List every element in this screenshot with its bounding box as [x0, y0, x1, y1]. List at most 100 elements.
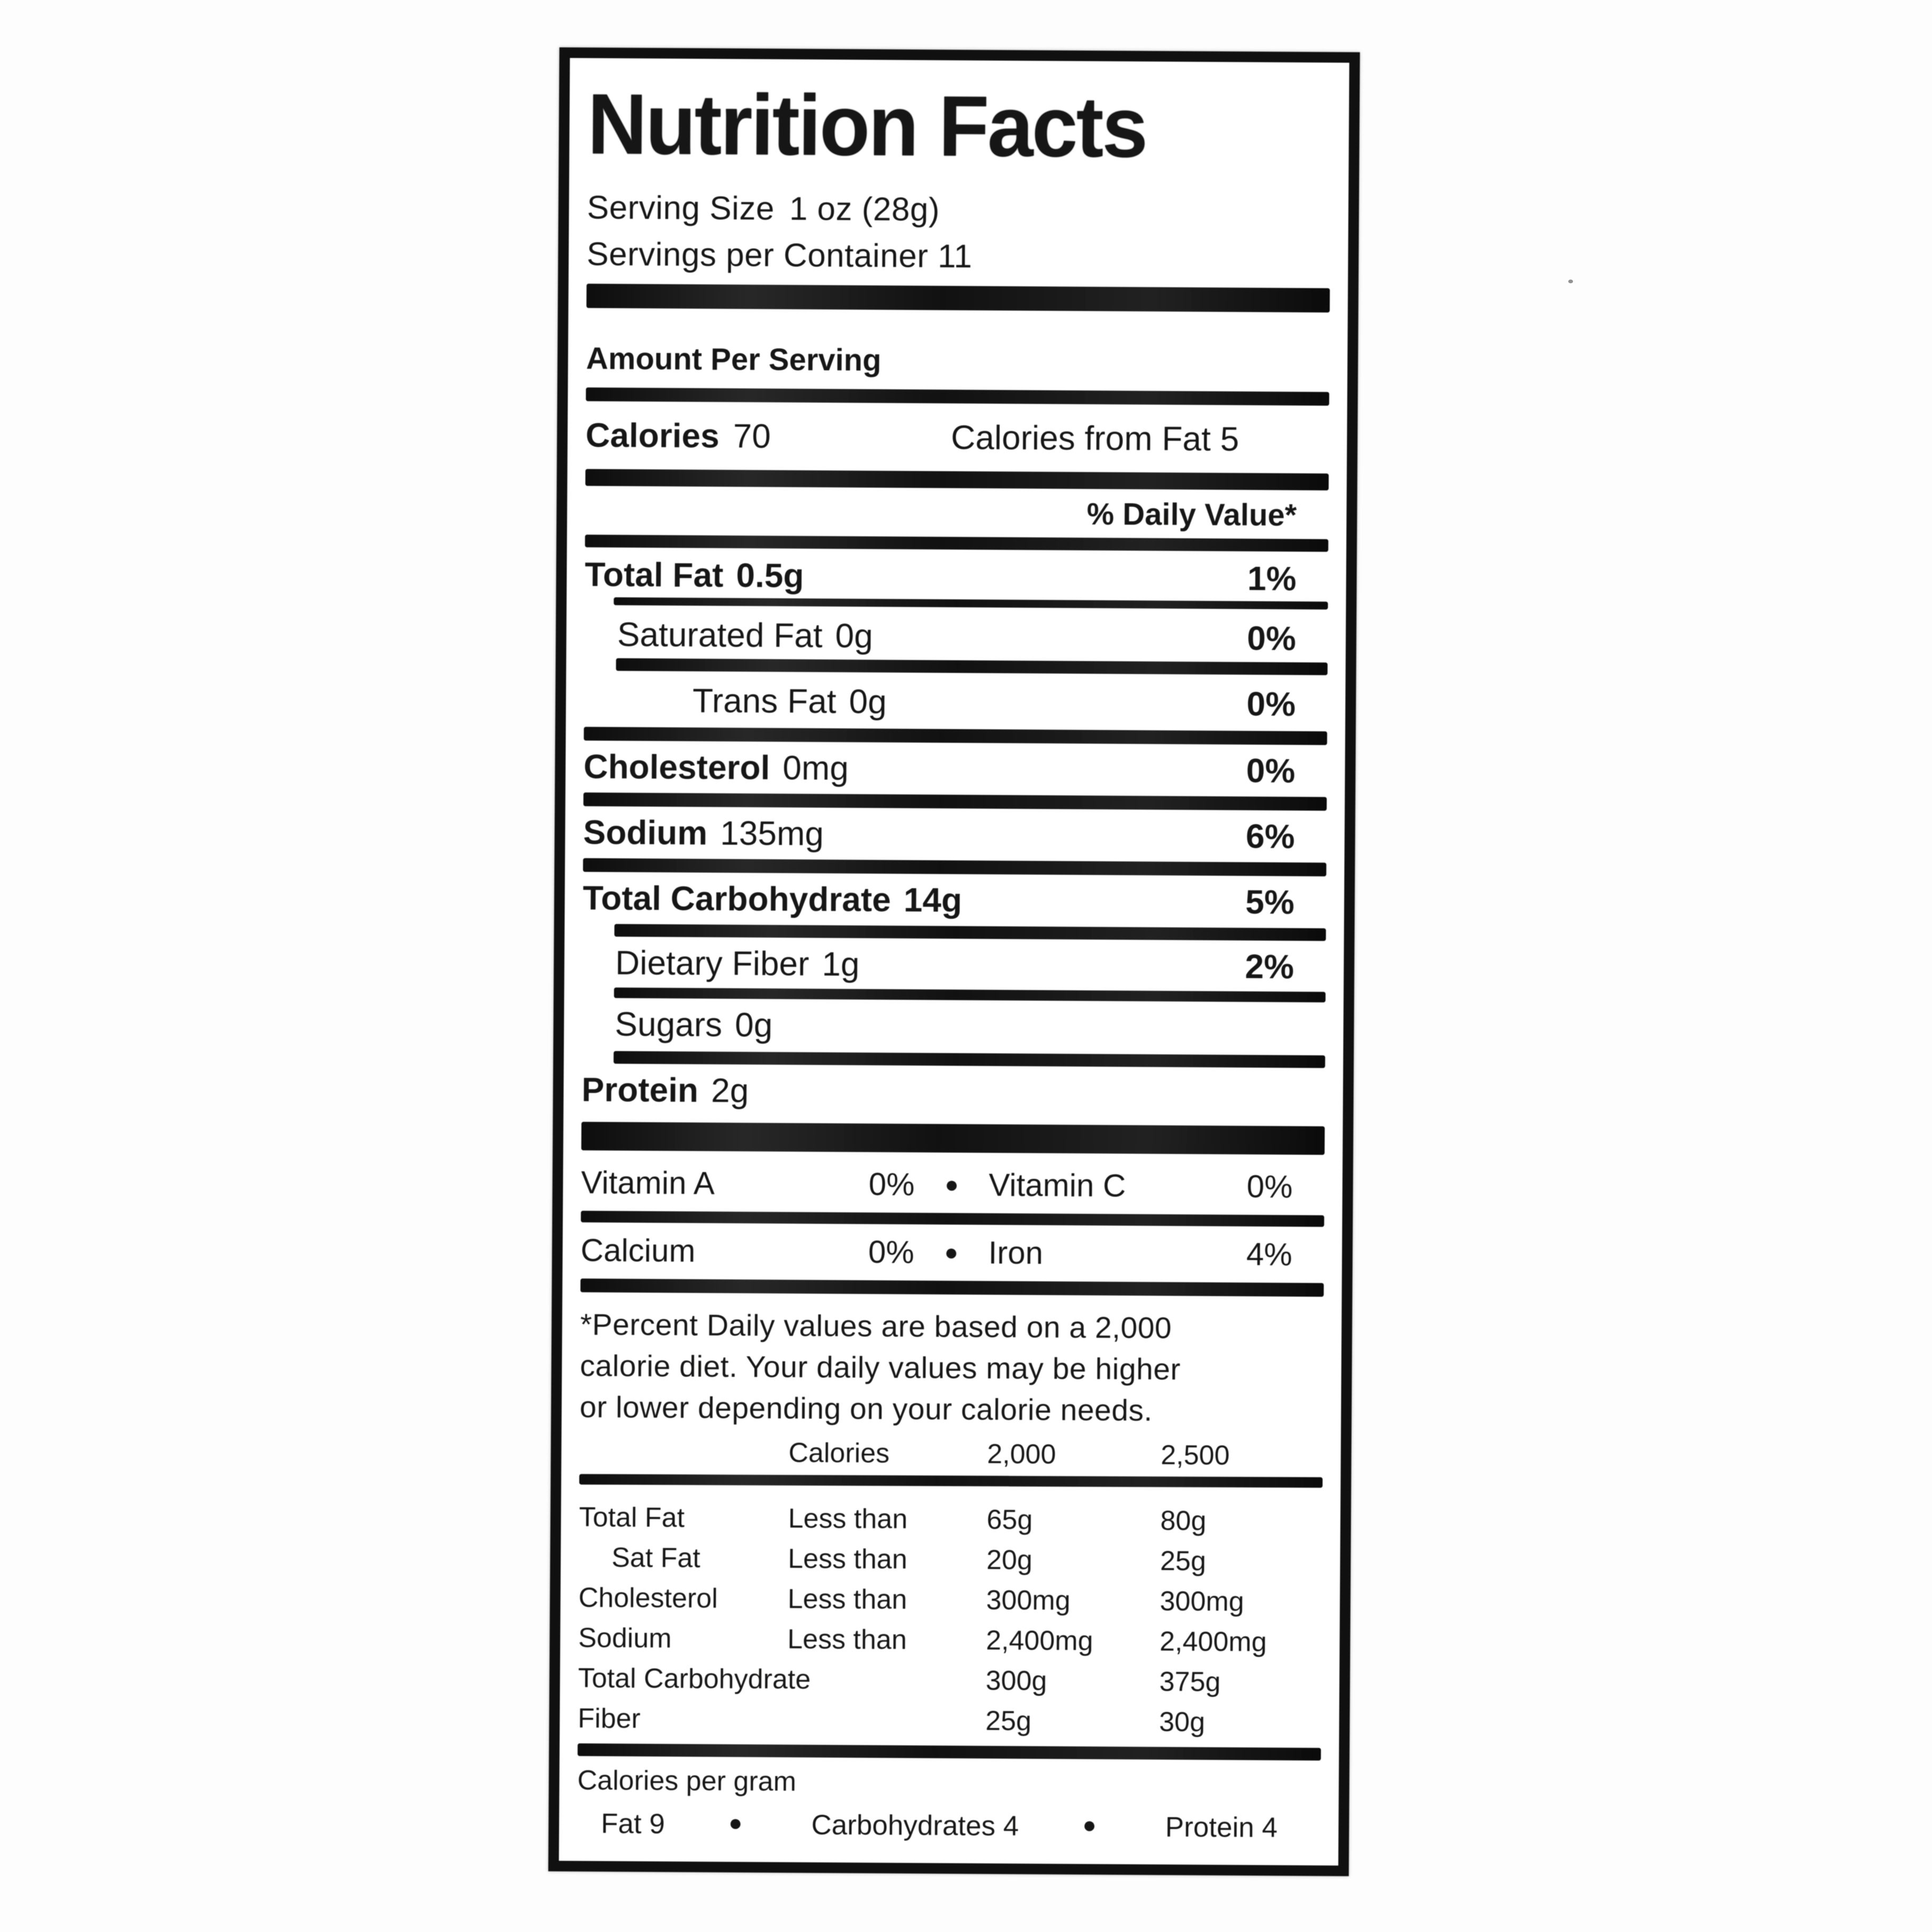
dv-row-2500: 2,400mg [1159, 1626, 1267, 1658]
bullet-icon: ● [944, 1171, 959, 1198]
nutrient-name: Total Carbohydrate [582, 878, 891, 919]
spacer [887, 713, 1247, 715]
nutrient-row-dietary-fiber: Dietary Fiber 1g 2% [582, 943, 1326, 987]
nutrient-name: Sugars [615, 1004, 723, 1044]
spacer [859, 976, 1245, 978]
dv-row-2500: 25g [1160, 1545, 1207, 1577]
separator-rule [614, 597, 1328, 610]
nutrient-amount: 135mg [720, 814, 824, 853]
dv-row-2000: 2,400mg [985, 1625, 1093, 1657]
dv-row-name: Fiber [578, 1703, 641, 1735]
daily-value-header: % Daily Value* [1086, 497, 1297, 533]
footnote-line: calorie diet. Your daily values may be h… [580, 1349, 1181, 1387]
separator-bar [580, 1278, 1324, 1297]
footnote-line: *Percent Daily values are based on a 2,0… [580, 1307, 1172, 1345]
dv-row-qualifier: Less than [787, 1583, 907, 1615]
calories-per-gram-title: Calories per gram [577, 1765, 796, 1798]
separator-rule [614, 923, 1326, 941]
scan-speck [1568, 280, 1573, 283]
spacer [749, 1102, 1293, 1105]
calories-from-fat: Calories from Fat 5 [950, 418, 1239, 459]
nutrient-row-total-carbohydrate: Total Carbohydrate 14g 5% [582, 878, 1326, 922]
vitamin-name: Calcium [580, 1232, 696, 1269]
dv-row-name: Total Carbohydrate [578, 1663, 811, 1695]
bullet-icon: ● [944, 1239, 959, 1265]
separator-bar [585, 469, 1329, 491]
nutrient-amount: 0mg [783, 748, 849, 787]
separator-bar [580, 1210, 1325, 1227]
separator-rule [613, 1050, 1325, 1068]
nutrient-amount: 0g [835, 616, 873, 655]
dv-row-2000: 300g [985, 1665, 1047, 1696]
nutrient-amount: 1g [822, 945, 860, 983]
vitamin-value: 0% [1246, 1169, 1293, 1205]
nutrient-amount: 14g [903, 880, 963, 919]
separator-bar [583, 792, 1327, 811]
nutrient-row-cholesterol: Cholesterol 0mg 0% [583, 747, 1327, 791]
dv-row-name: Sodium [578, 1622, 672, 1654]
nutrient-dv: 6% [1245, 817, 1295, 856]
vitamin-name: Vitamin C [989, 1167, 1126, 1203]
serving-size: Serving Size 1 oz (28g) [587, 190, 1330, 230]
nutrient-name: Sodium [583, 813, 708, 852]
nutrient-row-saturated-fat: Saturated Fat 0g 0% [585, 615, 1328, 659]
nutrient-amount: 0.5g [736, 556, 804, 595]
dv-table-row: Total Carbohydrate 300g 375g [578, 1663, 1322, 1698]
separator-bar [581, 1121, 1325, 1155]
dv-row-2000: 25g [985, 1705, 1032, 1737]
serving-size-value: 1 oz (28g) [789, 190, 940, 228]
bullet-icon: ● [728, 1810, 743, 1836]
nutrient-amount: 0g [849, 682, 887, 721]
nutrient-name: Saturated Fat [617, 615, 823, 655]
vitamin-row-calcium-iron: Calcium 0% ● Iron 4% [580, 1232, 1324, 1273]
dv-row-2500: 80g [1160, 1505, 1207, 1536]
calories-value: 70 [733, 417, 771, 455]
vitamin-name: Iron [988, 1235, 1044, 1271]
nutrient-name: Total Fat [585, 555, 724, 595]
spacer [804, 587, 1247, 590]
dv-row-qualifier: Less than [787, 1623, 907, 1656]
bullet-icon: ● [1082, 1812, 1097, 1838]
nutrient-row-protein: Protein 2g [581, 1070, 1325, 1114]
spacer [849, 780, 1246, 783]
dv-table-row: Sodium Less than 2,400mg 2,400mg [578, 1622, 1322, 1658]
dv-table-header-2500: 2,500 [1161, 1440, 1230, 1471]
vitamin-value: 0% [868, 1166, 915, 1202]
servings-per-container: Servings per Container 11 [586, 236, 973, 275]
vitamin-value: 4% [1246, 1236, 1292, 1272]
separator-rule [616, 658, 1328, 676]
nutrient-row-total-fat: Total Fat 0.5g 1% [585, 555, 1328, 599]
separator-bar [585, 534, 1328, 552]
dv-row-qualifier: Less than [787, 1543, 907, 1575]
nutrient-dv: 2% [1245, 947, 1295, 986]
separator-bar [577, 1743, 1321, 1761]
cpg-fat: Fat 9 [600, 1808, 666, 1840]
nutrient-row-sugars: Sugars 0g [582, 1004, 1325, 1048]
footnote-line: or lower depending on your calorie needs… [579, 1390, 1153, 1428]
dv-row-2000: 65g [986, 1504, 1033, 1535]
nutrient-dv: 0% [1246, 685, 1296, 723]
nutrient-name: Trans Fat [692, 681, 837, 721]
nutrient-dv: 5% [1245, 883, 1295, 921]
separator-rule [579, 1473, 1323, 1488]
nutrient-dv: 0% [1246, 751, 1296, 790]
amount-per-serving-heading: Amount Per Serving [586, 341, 882, 378]
dv-row-qualifier: Less than [788, 1503, 908, 1535]
nutrient-dv: 0% [1247, 619, 1296, 658]
vitamin-name: Vitamin A [581, 1164, 715, 1201]
calories-row: Calories 70 Calories from Fat 5 [586, 415, 1329, 460]
dv-row-name: Cholesterol [578, 1582, 718, 1614]
nutrient-dv: 1% [1247, 559, 1297, 598]
nutrient-row-sodium: Sodium 135mg 6% [583, 813, 1326, 857]
dv-row-name: Sat Fat [611, 1542, 700, 1574]
spacer [579, 1436, 783, 1468]
spacer [824, 845, 1246, 848]
dv-row-2000: 20g [986, 1544, 1033, 1576]
separator-bar [583, 858, 1327, 877]
dv-table-header-2000: 2,000 [987, 1439, 1056, 1470]
dv-table-row: Cholesterol Less than 300mg 300mg [578, 1582, 1322, 1618]
calories-per-gram-row: Fat 9 ● Carbohydrates 4 ● Protein 4 [577, 1808, 1320, 1847]
separator-bar [586, 283, 1330, 313]
nutrient-amount: 0g [734, 1005, 773, 1044]
spacer [962, 912, 1245, 913]
